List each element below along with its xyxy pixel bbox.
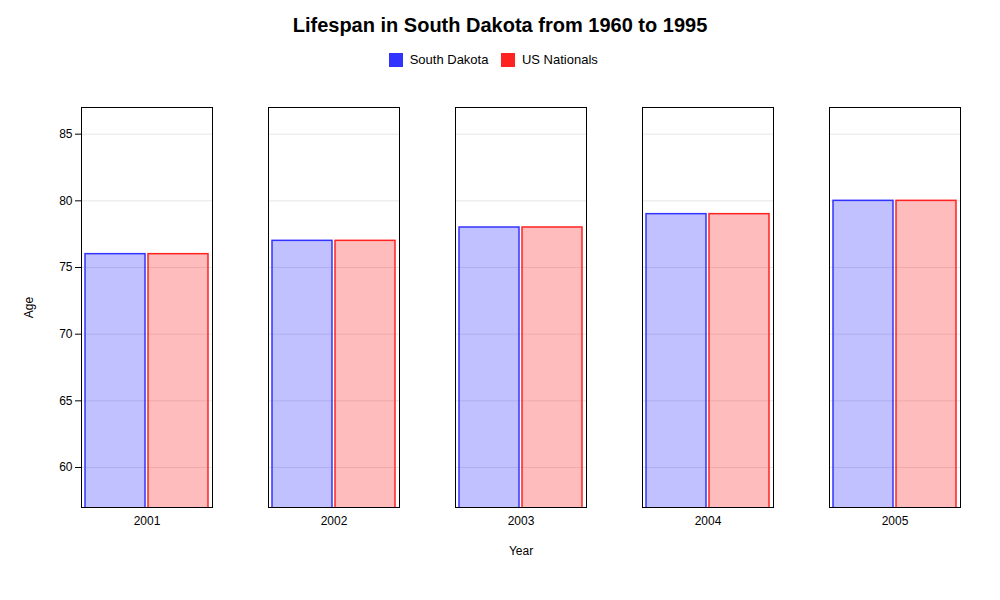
svg-text:60: 60 (59, 460, 73, 474)
svg-text:2003: 2003 (508, 514, 535, 528)
html-text:US Nationals: US Nationals (522, 52, 598, 67)
svg-text:2001: 2001 (134, 514, 161, 528)
svg-text:2005: 2005 (882, 514, 909, 528)
svg-text:85: 85 (59, 127, 73, 141)
svg-text:Year: Year (509, 543, 533, 557)
svg-text:2002: 2002 (321, 514, 348, 528)
html-text:Lifespan in South Dakota from: Lifespan in South Dakota from 1960 to 19… (292, 14, 708, 36)
svg-text:75: 75 (59, 260, 73, 274)
svg-text:70: 70 (59, 327, 73, 341)
html-text:South Dakota: South Dakota (409, 52, 489, 67)
svg-text:65: 65 (59, 393, 73, 407)
svg-text:2004: 2004 (695, 514, 722, 528)
svg-text:80: 80 (59, 193, 73, 207)
svg-text:Age: Age (22, 296, 36, 318)
